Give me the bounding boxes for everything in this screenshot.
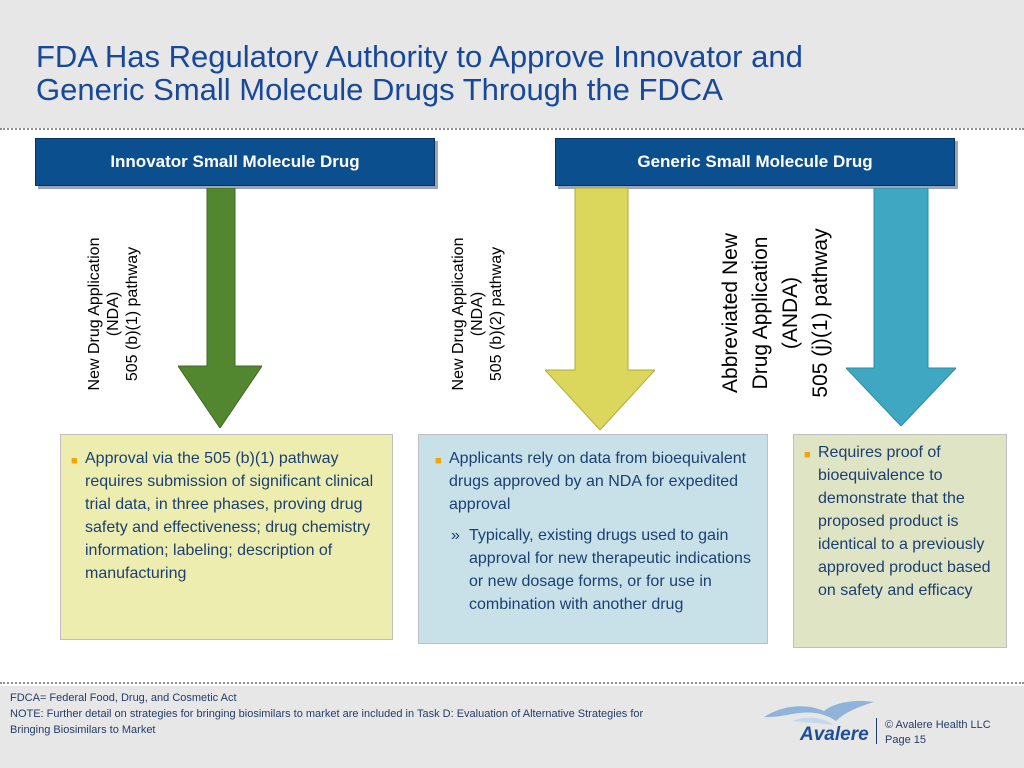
nda-b2-pathway-label: New Drug Application (NDA) 505 (b)(2) pa…: [449, 189, 509, 439]
title-band: [0, 0, 1024, 128]
title-divider: [0, 128, 1024, 130]
nda-b1-pathway-label: New Drug Application (NDA) 505 (b)(1) pa…: [85, 189, 145, 439]
bullet-icon: ■: [435, 455, 442, 467]
footnote-line-3: Bringing Biosimilars to Market: [10, 724, 156, 736]
footnote-line-1: FDCA= Federal Food, Drug, and Cosmetic A…: [10, 692, 237, 704]
anda-bullet-text: Requires proof of bioequivalence to demo…: [818, 444, 991, 599]
copyright-block: © Avalere Health LLC Page 15: [885, 718, 991, 748]
footnote-line-2: NOTE: Further detail on strategies for b…: [10, 708, 644, 720]
page-title: FDA Has Regulatory Authority to Approve …: [36, 40, 996, 106]
footer-separator: [876, 718, 877, 744]
innovator-down-arrow: [178, 188, 262, 428]
avalere-logo-text: Avalere: [800, 724, 869, 745]
nda-b2-label-line-1: New Drug Application: [450, 237, 467, 391]
anda-down-arrow: [846, 188, 956, 426]
nda-b2-label-line-2: (NDA): [469, 291, 486, 337]
anda-label-line-3: (ANDA): [779, 276, 802, 350]
anda-label-line-2: Drug Application: [749, 236, 772, 390]
bullet-icon: ■: [71, 455, 78, 467]
footnotes: FDCA= Federal Food, Drug, and Cosmetic A…: [10, 690, 770, 738]
generic-sub-bullet-text: Typically, existing drugs used to gain a…: [469, 527, 751, 613]
innovator-header: Innovator Small Molecule Drug: [35, 138, 435, 186]
innovator-bullet-text: Approval via the 505 (b)(1) pathway requ…: [85, 450, 374, 582]
nda-b2-label-line-3: 505 (b)(2) pathway: [488, 246, 505, 382]
list-item: ■ Approval via the 505 (b)(1) pathway re…: [65, 447, 380, 585]
list-item: ■ Requires proof of bioequivalence to de…: [798, 441, 998, 602]
generic-header: Generic Small Molecule Drug: [555, 138, 955, 186]
avalere-bird-logo-icon: [764, 701, 874, 725]
anda-description-box: ■ Requires proof of bioequivalence to de…: [793, 434, 1007, 648]
footer-divider: [0, 682, 1024, 684]
nda-b1-label-line-2: (NDA): [105, 291, 122, 337]
title-line-2: Generic Small Molecule Drugs Through the…: [36, 72, 723, 107]
list-item: » Typically, existing drugs used to gain…: [451, 524, 757, 616]
innovator-description-box: ■ Approval via the 505 (b)(1) pathway re…: [60, 434, 393, 640]
page-number: Page 15: [885, 734, 926, 746]
nda-b2-down-arrow: [545, 188, 655, 430]
anda-label-line-4: 505 (j)(1) pathway: [809, 228, 832, 398]
title-line-1: FDA Has Regulatory Authority to Approve …: [36, 39, 803, 74]
generic-bullet-text: Applicants rely on data from bioequivale…: [449, 450, 747, 513]
generic-nda-description-box: ■ Applicants rely on data from bioequiva…: [418, 434, 768, 644]
footer-band: [0, 686, 1024, 768]
anda-pathway-label: Abbreviated New Drug Application (ANDA) …: [716, 203, 836, 423]
sub-bullet-marker: »: [451, 527, 460, 544]
bullet-icon: ■: [804, 449, 811, 461]
nda-b1-label-line-3: 505 (b)(1) pathway: [124, 246, 141, 382]
copyright-text: © Avalere Health LLC: [885, 719, 991, 731]
list-item: ■ Applicants rely on data from bioequiva…: [429, 447, 757, 516]
nda-b1-label-line-1: New Drug Application: [86, 237, 103, 391]
anda-label-line-1: Abbreviated New: [719, 233, 742, 393]
